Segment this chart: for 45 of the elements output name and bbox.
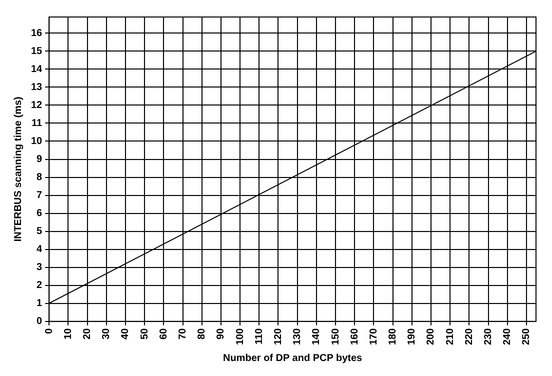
- y-tick-label: 3: [36, 262, 43, 274]
- y-tick-label: 16: [31, 28, 43, 39]
- y-tick-label: 5: [36, 226, 43, 238]
- x-tick-label: 190: [406, 328, 418, 346]
- y-tick-label: 11: [32, 118, 43, 129]
- y-tick-label: 4: [36, 244, 43, 256]
- x-tick-label: 210: [444, 328, 456, 346]
- x-tick-label: 200: [426, 328, 437, 346]
- y-tick-label: 1: [36, 298, 43, 310]
- x-tick-label: 80: [196, 328, 208, 340]
- y-tick-label: 10: [31, 136, 43, 147]
- y-tick-label: 0: [36, 316, 43, 328]
- x-tick-label: 250: [521, 328, 532, 346]
- x-tick-label: 130: [292, 328, 304, 346]
- y-tick-label: 8: [36, 172, 43, 184]
- x-tick-label: 70: [178, 328, 189, 340]
- x-tick-label: 0: [44, 328, 55, 334]
- x-tick-label: 110: [254, 328, 265, 344]
- x-tick-label: 100: [234, 328, 246, 346]
- y-tick-label: 13: [31, 82, 43, 93]
- x-tick-label: 60: [158, 328, 170, 340]
- x-tick-label: 50: [139, 328, 150, 340]
- y-tick-label: 7: [36, 190, 43, 202]
- y-tick-label: 6: [36, 208, 43, 220]
- y-tick-label: 12: [31, 100, 43, 111]
- x-tick-label: 10: [62, 328, 74, 340]
- y-tick-label: 15: [31, 46, 43, 57]
- y-tick-label: 9: [36, 154, 43, 166]
- x-tick-label: 240: [502, 328, 514, 346]
- y-axis-title: INTERBUS scanning time (ms): [12, 96, 24, 242]
- x-tick-label: 120: [272, 328, 284, 346]
- x-tick-label: 140: [311, 328, 322, 346]
- x-tick-label: 220: [464, 328, 475, 346]
- x-tick-label: 160: [349, 328, 360, 346]
- x-tick-label: 20: [82, 328, 94, 340]
- y-tick-label: 14: [31, 64, 43, 75]
- x-tick-label: 230: [483, 328, 494, 346]
- x-tick-label: 150: [330, 328, 342, 346]
- x-tick-label: 170: [368, 328, 380, 346]
- y-tick-label: 2: [36, 280, 43, 292]
- x-tick-label: 40: [120, 328, 132, 340]
- x-tick-label: 180: [388, 328, 399, 346]
- x-tick-label: 30: [101, 328, 112, 340]
- x-tick-label: 90: [216, 328, 227, 340]
- x-axis-title: Number of DP and PCP bytes: [223, 352, 363, 364]
